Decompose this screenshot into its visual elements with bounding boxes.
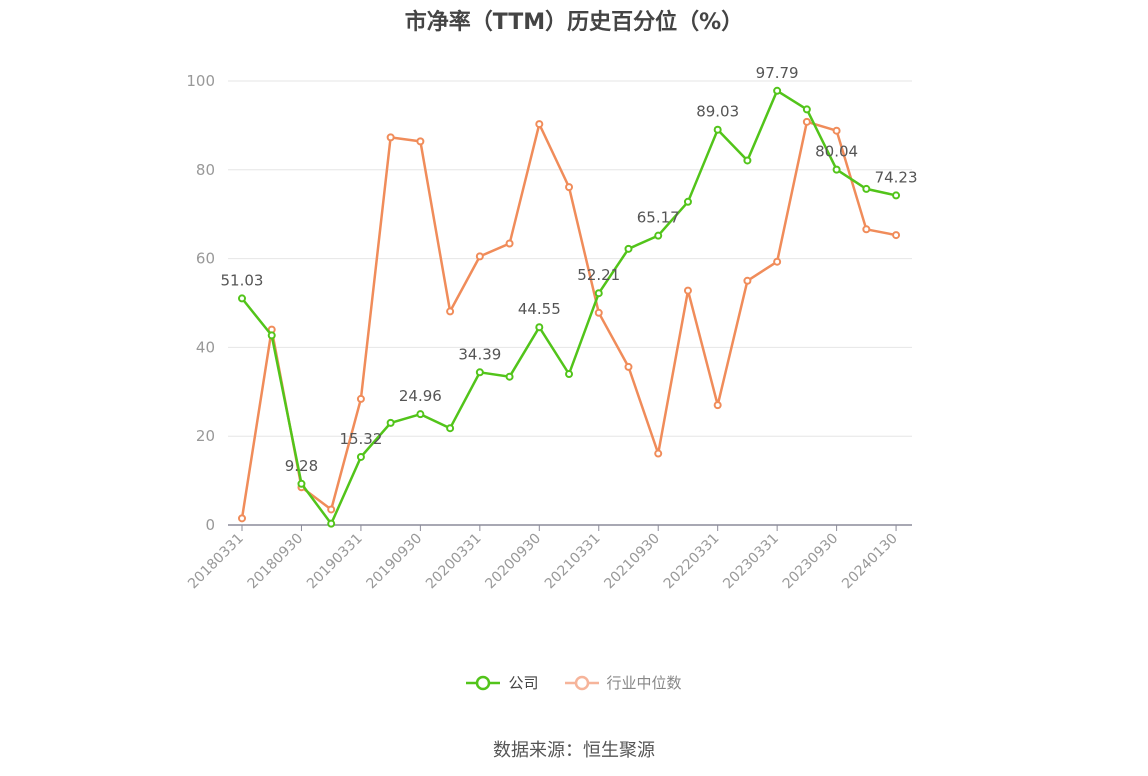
x-tick-label: 20210930 <box>601 531 663 593</box>
x-tick-label: 20180930 <box>245 531 307 593</box>
y-tick-label: 40 <box>196 338 215 356</box>
data-point-company <box>624 244 633 253</box>
data-point-industry <box>713 401 722 410</box>
series <box>238 86 901 528</box>
x-tick-label: 20200930 <box>482 531 544 593</box>
data-point-industry <box>327 505 336 514</box>
data-point-company <box>654 231 663 240</box>
data-point-company <box>565 370 574 379</box>
x-tick-label: 20180331 <box>185 531 247 593</box>
legend: 公司 行业中位数 <box>0 672 1148 693</box>
data-label: 15.32 <box>339 430 382 448</box>
data-point-company <box>802 105 811 114</box>
data-label: 89.03 <box>696 103 739 121</box>
data-point-industry <box>505 239 514 248</box>
y-tick-label: 60 <box>196 250 215 268</box>
x-tick-label: 20190331 <box>304 531 366 593</box>
axes: 0 20 40 60 80 100 2018033120180930201903312019… <box>185 72 912 592</box>
data-label: 9.28 <box>285 457 318 475</box>
x-tick-label: 20220331 <box>661 531 723 593</box>
data-label: 65.17 <box>637 209 680 227</box>
data-label: 74.23 <box>875 168 918 186</box>
data-point-industry <box>743 276 752 285</box>
series-line-company <box>241 89 897 525</box>
data-point-industry <box>475 252 484 261</box>
data-label: 52.21 <box>577 266 620 284</box>
chart-title: 市净率（TTM）历史百分位（%） <box>404 10 744 35</box>
data-point-company <box>713 125 722 134</box>
data-point-industry <box>565 183 574 192</box>
data-point-industry <box>238 514 246 523</box>
x-tick-label: 20190930 <box>364 531 426 593</box>
data-point-company <box>505 372 514 381</box>
x-tick-label: 20230331 <box>720 531 782 593</box>
data-point-company <box>832 165 841 174</box>
data-point-company <box>683 197 692 206</box>
data-label: 51.03 <box>221 271 264 289</box>
data-point-industry <box>892 231 901 240</box>
data-point-industry <box>832 126 841 135</box>
data-label: 44.55 <box>518 300 561 318</box>
data-label: 80.04 <box>815 143 858 161</box>
data-label: 24.96 <box>399 387 442 405</box>
legend-item-industry[interactable]: 行业中位数 <box>564 672 682 693</box>
data-point-company <box>327 519 336 528</box>
data-point-industry <box>535 120 544 129</box>
x-tick-label: 20230930 <box>780 531 842 593</box>
data-point-industry <box>624 362 633 371</box>
data-point-industry <box>416 137 425 146</box>
data-point-company <box>386 418 395 427</box>
data-point-industry <box>594 308 603 317</box>
data-point-industry <box>773 257 782 266</box>
legend-label-company: 公司 <box>508 674 539 692</box>
legend-item-company[interactable]: 公司 <box>466 672 539 693</box>
data-point-company <box>416 410 425 419</box>
legend-industry-marker <box>564 675 599 690</box>
data-point-company <box>297 479 306 488</box>
y-tick-label: 0 <box>205 516 215 534</box>
data-label: 34.39 <box>458 345 501 363</box>
data-point-company <box>356 452 365 461</box>
data-point-industry <box>683 286 692 295</box>
data-point-company <box>862 184 871 193</box>
y-tick-label: 80 <box>196 161 215 179</box>
data-point-industry <box>862 225 871 234</box>
data-point-industry <box>446 307 455 316</box>
x-tick-label: 20210331 <box>542 531 604 593</box>
data-label: 97.79 <box>756 64 799 82</box>
data-point-company <box>446 424 455 433</box>
data-point-company <box>594 289 603 298</box>
data-point-company <box>475 368 484 377</box>
data-point-industry <box>802 117 811 126</box>
data-point-company <box>743 156 752 165</box>
data-labels: 51.03 9.28 15.32 24.96 34.39 44.55 52.21 65.17 8… <box>221 64 918 475</box>
y-tick-label: 20 <box>196 427 215 445</box>
y-tick-label: 100 <box>186 72 215 90</box>
data-point-company <box>892 191 901 200</box>
grid-lines <box>228 80 912 437</box>
x-tick-label: 20240130 <box>839 531 901 593</box>
data-point-industry <box>356 394 365 403</box>
data-point-industry <box>386 133 395 142</box>
legend-company-marker <box>466 675 501 690</box>
data-point-industry <box>654 449 663 458</box>
data-point-company <box>535 323 544 332</box>
data-point-company <box>238 294 246 303</box>
data-point-company <box>773 86 782 95</box>
series-line-industry <box>240 120 897 519</box>
legend-label-industry: 行业中位数 <box>606 674 682 692</box>
x-tick-label: 20200331 <box>423 531 485 593</box>
data-source: 数据来源：恒生聚源 <box>493 740 655 761</box>
data-point-company <box>267 331 276 340</box>
